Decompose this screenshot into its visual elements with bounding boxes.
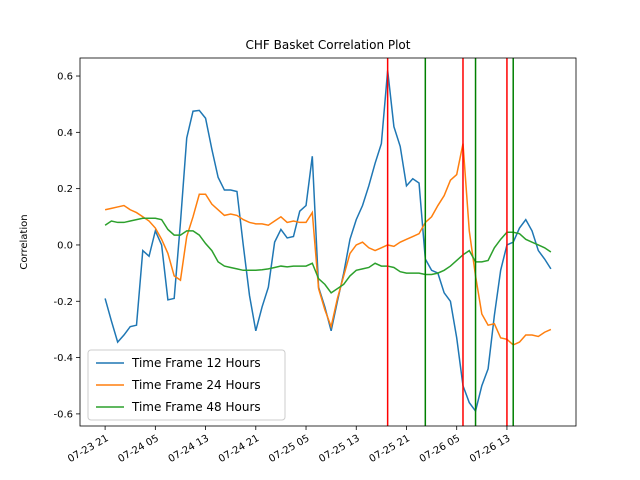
y-tick-label: 0.0 [57,240,73,251]
x-tick-label: 07-25 21 [368,433,412,465]
y-axis-label: Correlation [19,214,30,269]
x-tick-label: 07-25 05 [267,433,311,465]
legend-box [87,349,286,421]
x-tick-label: 07-26 05 [418,433,462,465]
series-line [104,143,552,346]
legend-label: Time Frame 24 Hours [131,378,261,392]
plot-frame [79,57,577,427]
y-tick-label: 0.6 [57,72,73,83]
x-tick-label: 07-24 05 [116,433,160,465]
y-tick-label: -0.6 [53,409,73,420]
x-tick-label: 07-23 21 [66,433,110,465]
chart-title: CHF Basket Correlation Plot [246,38,411,52]
x-tick-label: 07-26 13 [468,433,512,465]
y-tick-label: -0.2 [53,297,73,308]
x-tick-label: 07-24 21 [217,433,261,465]
y-tick-label: 0.2 [57,184,73,195]
y-tick-label: -0.4 [53,353,73,364]
x-tick-label: 07-24 13 [167,433,211,465]
series-line [104,217,552,294]
y-tick-label: 0.4 [57,128,73,139]
legend-label: Time Frame 12 Hours [131,356,261,370]
legend-label: Time Frame 48 Hours [131,400,261,414]
x-tick-label: 07-25 13 [317,433,361,465]
